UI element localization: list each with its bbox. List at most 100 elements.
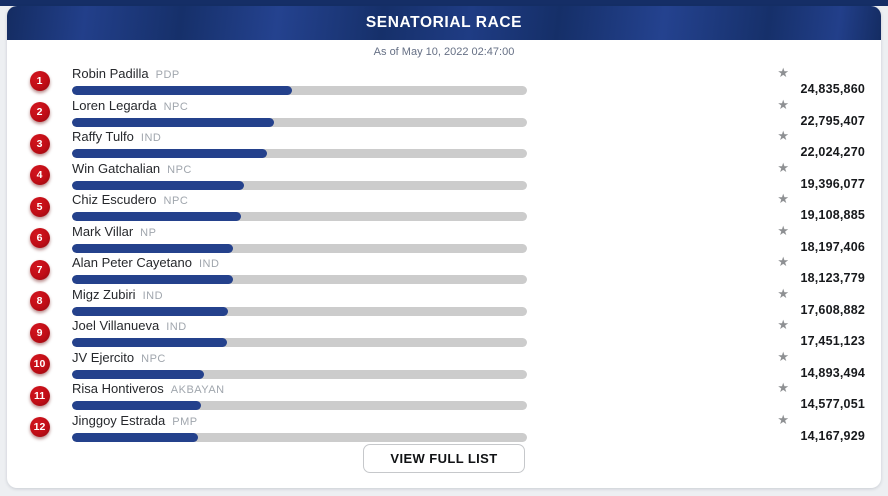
rank-column: 8	[7, 288, 72, 316]
star-icon[interactable]: ★	[777, 254, 789, 269]
vote-count: 17,451,123	[800, 334, 865, 348]
vote-bar-track	[72, 338, 527, 347]
vote-bar-fill	[72, 212, 242, 221]
rank-number: 4	[36, 169, 43, 182]
card-footer: VIEW FULL LIST	[7, 441, 881, 489]
rank-number: 3	[36, 137, 43, 150]
candidate-main: Mark Villar NP	[72, 224, 527, 253]
vote-bar-fill	[72, 338, 227, 347]
vote-bar-fill	[72, 306, 229, 316]
rank-badge: 2	[29, 102, 50, 123]
rank-number: 2	[36, 106, 43, 119]
candidate-right: ★ 17,608,882	[527, 285, 881, 317]
vote-bar-fill	[72, 117, 274, 127]
vote-count: 22,795,407	[800, 113, 865, 128]
candidate-party: IND	[198, 258, 220, 270]
candidate-name: Chiz Escudero	[72, 192, 157, 207]
candidate-name-line: Loren Legarda NPC	[72, 98, 527, 114]
candidate-main: Chiz Escudero NPC	[72, 193, 527, 221]
rank-column: 9	[7, 319, 72, 347]
rank-column: 3	[7, 130, 72, 158]
vote-count: 19,108,885	[800, 208, 865, 222]
candidate-row: 12 Jinggoy Estrada PMP ★ 14,167,929	[7, 410, 881, 443]
candidate-party: IND	[140, 132, 162, 144]
star-icon[interactable]: ★	[777, 380, 789, 395]
candidate-right: ★ 18,197,406	[527, 222, 881, 254]
rank-badge: 8	[29, 291, 50, 312]
candidate-main: Loren Legarda NPC	[72, 98, 527, 127]
candidate-party: NPC	[167, 163, 192, 176]
candidate-name-line: Jinggoy Estrada PMP	[72, 413, 527, 429]
candidate-name: Alan Peter Cayetano	[72, 255, 192, 270]
rank-column: 1	[7, 67, 72, 95]
candidate-party: PMP	[172, 415, 198, 428]
vote-bar-fill	[72, 275, 233, 284]
vote-bar-track	[72, 401, 527, 410]
candidate-row: 7 Alan Peter Cayetano IND ★ 18,123,779	[7, 252, 881, 285]
senatorial-race-card: SENATORIAL RACE As of May 10, 2022 02:47…	[7, 6, 881, 488]
vote-bar-fill	[72, 180, 244, 190]
vote-count: 24,835,860	[800, 82, 865, 96]
vote-bar-track	[72, 369, 527, 379]
rank-badge: 1	[29, 70, 50, 91]
candidate-row: 8 Migz Zubiri IND ★ 17,608,882	[7, 284, 881, 317]
rank-number: 9	[36, 326, 43, 339]
candidate-row: 3 Raffy Tulfo IND ★ 22,024,270	[7, 126, 881, 159]
candidate-right: ★ 17,451,123	[527, 317, 881, 348]
candidate-name-line: Robin Padilla PDP	[72, 67, 527, 82]
star-icon[interactable]: ★	[777, 285, 789, 301]
view-full-list-button[interactable]: VIEW FULL LIST	[363, 444, 525, 473]
star-icon[interactable]: ★	[777, 348, 789, 364]
rank-number: 10	[33, 358, 46, 371]
candidate-right: ★ 22,024,270	[527, 128, 881, 159]
rank-number: 1	[36, 74, 43, 87]
rank-column: 7	[7, 256, 72, 284]
candidate-name: Win Gatchalian	[72, 160, 161, 176]
star-icon[interactable]: ★	[777, 65, 789, 80]
candidate-right: ★ 14,167,929	[527, 411, 881, 443]
as-of-timestamp: As of May 10, 2022 02:47:00	[373, 46, 515, 58]
candidate-party: NPC	[163, 195, 189, 207]
star-icon[interactable]: ★	[777, 317, 789, 332]
vote-bar-fill	[72, 401, 202, 410]
candidate-party: IND	[166, 321, 187, 333]
star-icon[interactable]: ★	[777, 411, 789, 427]
candidate-main: Robin Padilla PDP	[72, 67, 527, 95]
vote-bar-track	[72, 180, 527, 190]
candidate-right: ★ 14,577,051	[527, 380, 881, 411]
candidate-row: 4 Win Gatchalian NPC ★ 19,396,077	[7, 158, 881, 191]
candidate-main: Joel Villanueva IND	[72, 319, 527, 347]
candidate-row: 9 Joel Villanueva IND ★ 17,451,123	[7, 315, 881, 348]
rank-badge: 3	[29, 133, 50, 154]
candidate-name-line: Risa Hontiveros AKBAYAN	[72, 382, 527, 397]
rank-badge: 6	[29, 228, 50, 249]
rank-number: 6	[36, 232, 43, 245]
candidate-right: ★ 14,893,494	[527, 348, 881, 380]
rank-number: 12	[33, 421, 46, 434]
star-icon[interactable]: ★	[777, 96, 789, 112]
rank-badge: 4	[29, 165, 50, 186]
candidate-name-line: Chiz Escudero NPC	[72, 193, 527, 208]
star-icon[interactable]: ★	[777, 159, 789, 175]
candidate-main: Raffy Tulfo IND	[72, 130, 527, 158]
star-icon[interactable]: ★	[777, 222, 789, 238]
star-icon[interactable]: ★	[777, 128, 789, 143]
rank-column: 11	[7, 382, 72, 410]
candidate-party: NP	[140, 226, 157, 239]
vote-count: 14,893,494	[800, 365, 865, 380]
candidate-name: JV Ejercito	[72, 349, 135, 365]
candidate-name-line: Joel Villanueva IND	[72, 319, 527, 334]
star-icon[interactable]: ★	[777, 191, 789, 206]
candidate-main: Alan Peter Cayetano IND	[72, 256, 527, 284]
vote-bar-track	[72, 212, 527, 221]
candidate-main: JV Ejercito NPC	[72, 349, 527, 379]
vote-count: 22,024,270	[800, 145, 865, 159]
vote-bar-track	[72, 432, 527, 442]
rank-number: 5	[36, 200, 43, 213]
rank-badge: 11	[29, 385, 50, 406]
candidate-name: Raffy Tulfo	[72, 129, 134, 144]
vote-bar-fill	[72, 149, 267, 158]
rank-number: 11	[33, 389, 46, 402]
vote-bar-fill	[72, 369, 204, 379]
candidate-name: Risa Hontiveros	[72, 381, 164, 396]
